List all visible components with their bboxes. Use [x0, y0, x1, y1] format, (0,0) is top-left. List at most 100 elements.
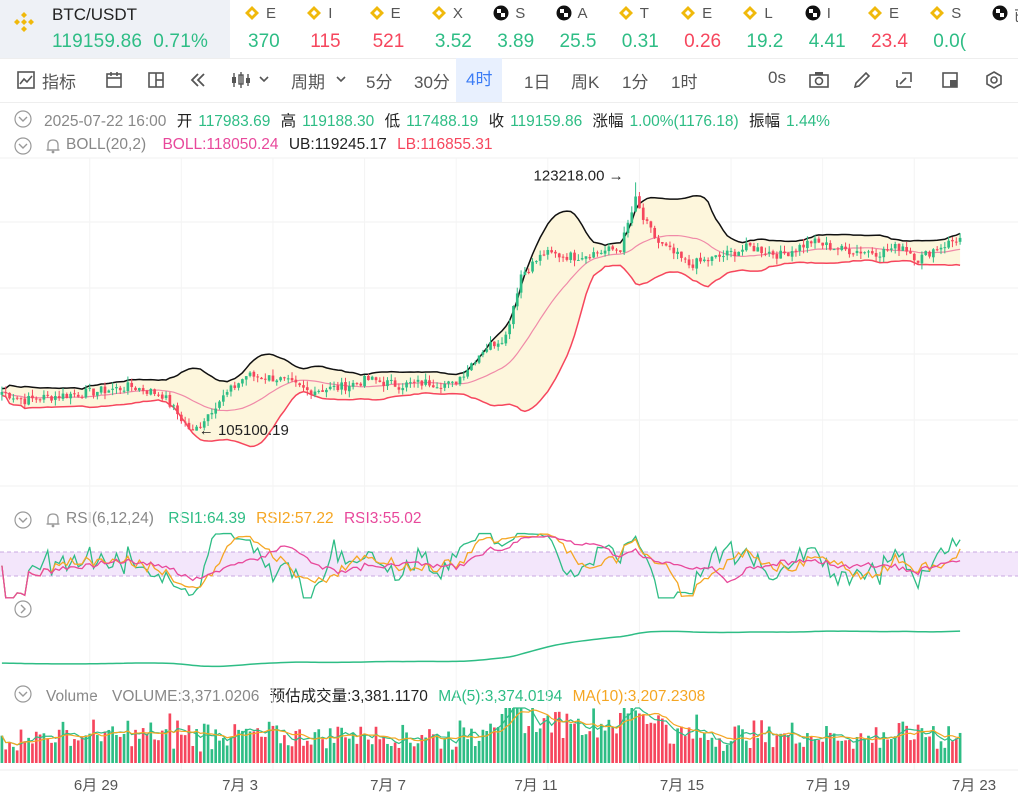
add-window-icon[interactable] [894, 70, 914, 90]
volume-bar [145, 733, 149, 763]
volume-bar [550, 732, 553, 763]
candle [443, 380, 447, 392]
pencil-icon[interactable] [852, 70, 872, 90]
candle [664, 242, 668, 247]
ticker-name: E [889, 5, 900, 22]
ticker-item[interactable]: E 521 [361, 0, 421, 58]
camera-icon[interactable] [808, 70, 830, 90]
ticker-item[interactable]: E 23.4 [859, 0, 919, 58]
volume-bar [611, 727, 615, 763]
ticker-item[interactable]: E 370 [236, 0, 296, 58]
candle [134, 386, 137, 391]
ticker-item[interactable]: S 0.0( [921, 0, 981, 58]
rsi-alert-bell-icon[interactable] [44, 511, 62, 529]
volume-bar [439, 748, 443, 763]
candle [61, 388, 65, 401]
candle [157, 392, 160, 397]
volume-bar [233, 724, 237, 763]
period-chevron-icon[interactable] [335, 74, 347, 84]
candle [340, 377, 343, 395]
ticker-item[interactable]: S 3.89 [485, 0, 545, 58]
volume-bar [809, 736, 813, 763]
volume-bar [141, 728, 145, 763]
volume-bar [126, 720, 130, 763]
expand-indicator-icon[interactable] [14, 600, 32, 618]
collapse-ohlc-icon[interactable] [14, 110, 32, 128]
candle [798, 243, 802, 256]
volume-bar [882, 732, 886, 763]
candle [890, 243, 893, 253]
ticker-name: T [639, 5, 649, 22]
checker-icon [992, 5, 1008, 21]
candle [744, 237, 748, 252]
interval-tab[interactable]: 周K [571, 73, 600, 92]
volume-bar [683, 736, 687, 763]
ticker-item[interactable]: I 115 [298, 0, 358, 58]
ticker-name: E [390, 5, 401, 22]
ticker-item[interactable]: A 25.5 [548, 0, 608, 58]
volume-bar [187, 725, 191, 763]
volume-bar [412, 746, 416, 763]
ticker-item[interactable]: I 4.41 [797, 0, 857, 58]
volume-bar [302, 745, 305, 763]
volume-bar [634, 710, 637, 763]
ticker-item[interactable]: L 19.2 [734, 0, 794, 58]
indicator-icon[interactable] [16, 70, 36, 90]
candle-type-icon[interactable] [230, 70, 252, 90]
interval-tab[interactable]: 4时 [456, 58, 503, 102]
collapse-boll-icon[interactable] [14, 137, 32, 155]
volume-bar [496, 727, 500, 763]
chevron-down-icon[interactable] [258, 74, 270, 84]
ticker-item[interactable]: E 0.26 [672, 0, 732, 58]
candle [149, 388, 153, 396]
candle [775, 251, 779, 265]
replay-icon[interactable] [188, 70, 208, 90]
main-ticker[interactable]: BTC/USDT 119159.86 0.71% [0, 0, 230, 58]
layout-switch-icon[interactable] [940, 70, 960, 90]
interval-tab[interactable]: 5分 [366, 73, 393, 92]
volume-bar [50, 742, 53, 763]
candle [912, 252, 916, 266]
boll-alert-bell-icon[interactable] [44, 137, 62, 155]
interval-tab[interactable]: 1分 [622, 73, 649, 92]
candle [897, 243, 901, 256]
ticker-item[interactable]: 已 [984, 0, 1018, 58]
candle [764, 247, 767, 257]
candle [924, 250, 928, 256]
interval-tab[interactable]: 30分 [414, 73, 450, 92]
collapse-rsi-icon[interactable] [14, 511, 32, 529]
ticker-name: L [764, 5, 773, 22]
candle [431, 379, 435, 388]
ticker-item[interactable]: X 3.52 [423, 0, 483, 58]
interval-tab[interactable]: 1日 [524, 73, 551, 92]
period-dropdown[interactable]: 周期 [291, 73, 325, 92]
interval-tab[interactable]: 1时 [671, 73, 698, 92]
volume-bar [527, 726, 531, 763]
volume-bar [748, 747, 752, 763]
volume-bar [519, 708, 523, 763]
layout-icon[interactable] [146, 70, 166, 90]
ticker-name: A [577, 5, 588, 22]
volume-bar [901, 721, 905, 763]
candle [722, 250, 725, 262]
settings-gear-icon[interactable] [984, 70, 1004, 90]
ticker-item[interactable]: T 0.31 [610, 0, 670, 58]
candle [191, 424, 195, 431]
candle [809, 240, 813, 247]
candle [99, 385, 103, 395]
volume-bar [649, 722, 653, 763]
candle [767, 246, 771, 257]
candle [550, 246, 553, 254]
volume-bar [374, 726, 378, 763]
candle [619, 250, 622, 254]
volume-bar [794, 743, 798, 763]
candle [806, 236, 809, 253]
volume-bar [947, 726, 950, 763]
collapse-volume-icon[interactable] [14, 685, 32, 703]
volume-bar [603, 730, 607, 763]
volume-bar [863, 738, 866, 763]
indicators-button[interactable]: 指标 [42, 73, 76, 92]
calendar-icon[interactable] [104, 70, 124, 90]
volume-bar [851, 748, 855, 763]
candle [122, 386, 126, 394]
